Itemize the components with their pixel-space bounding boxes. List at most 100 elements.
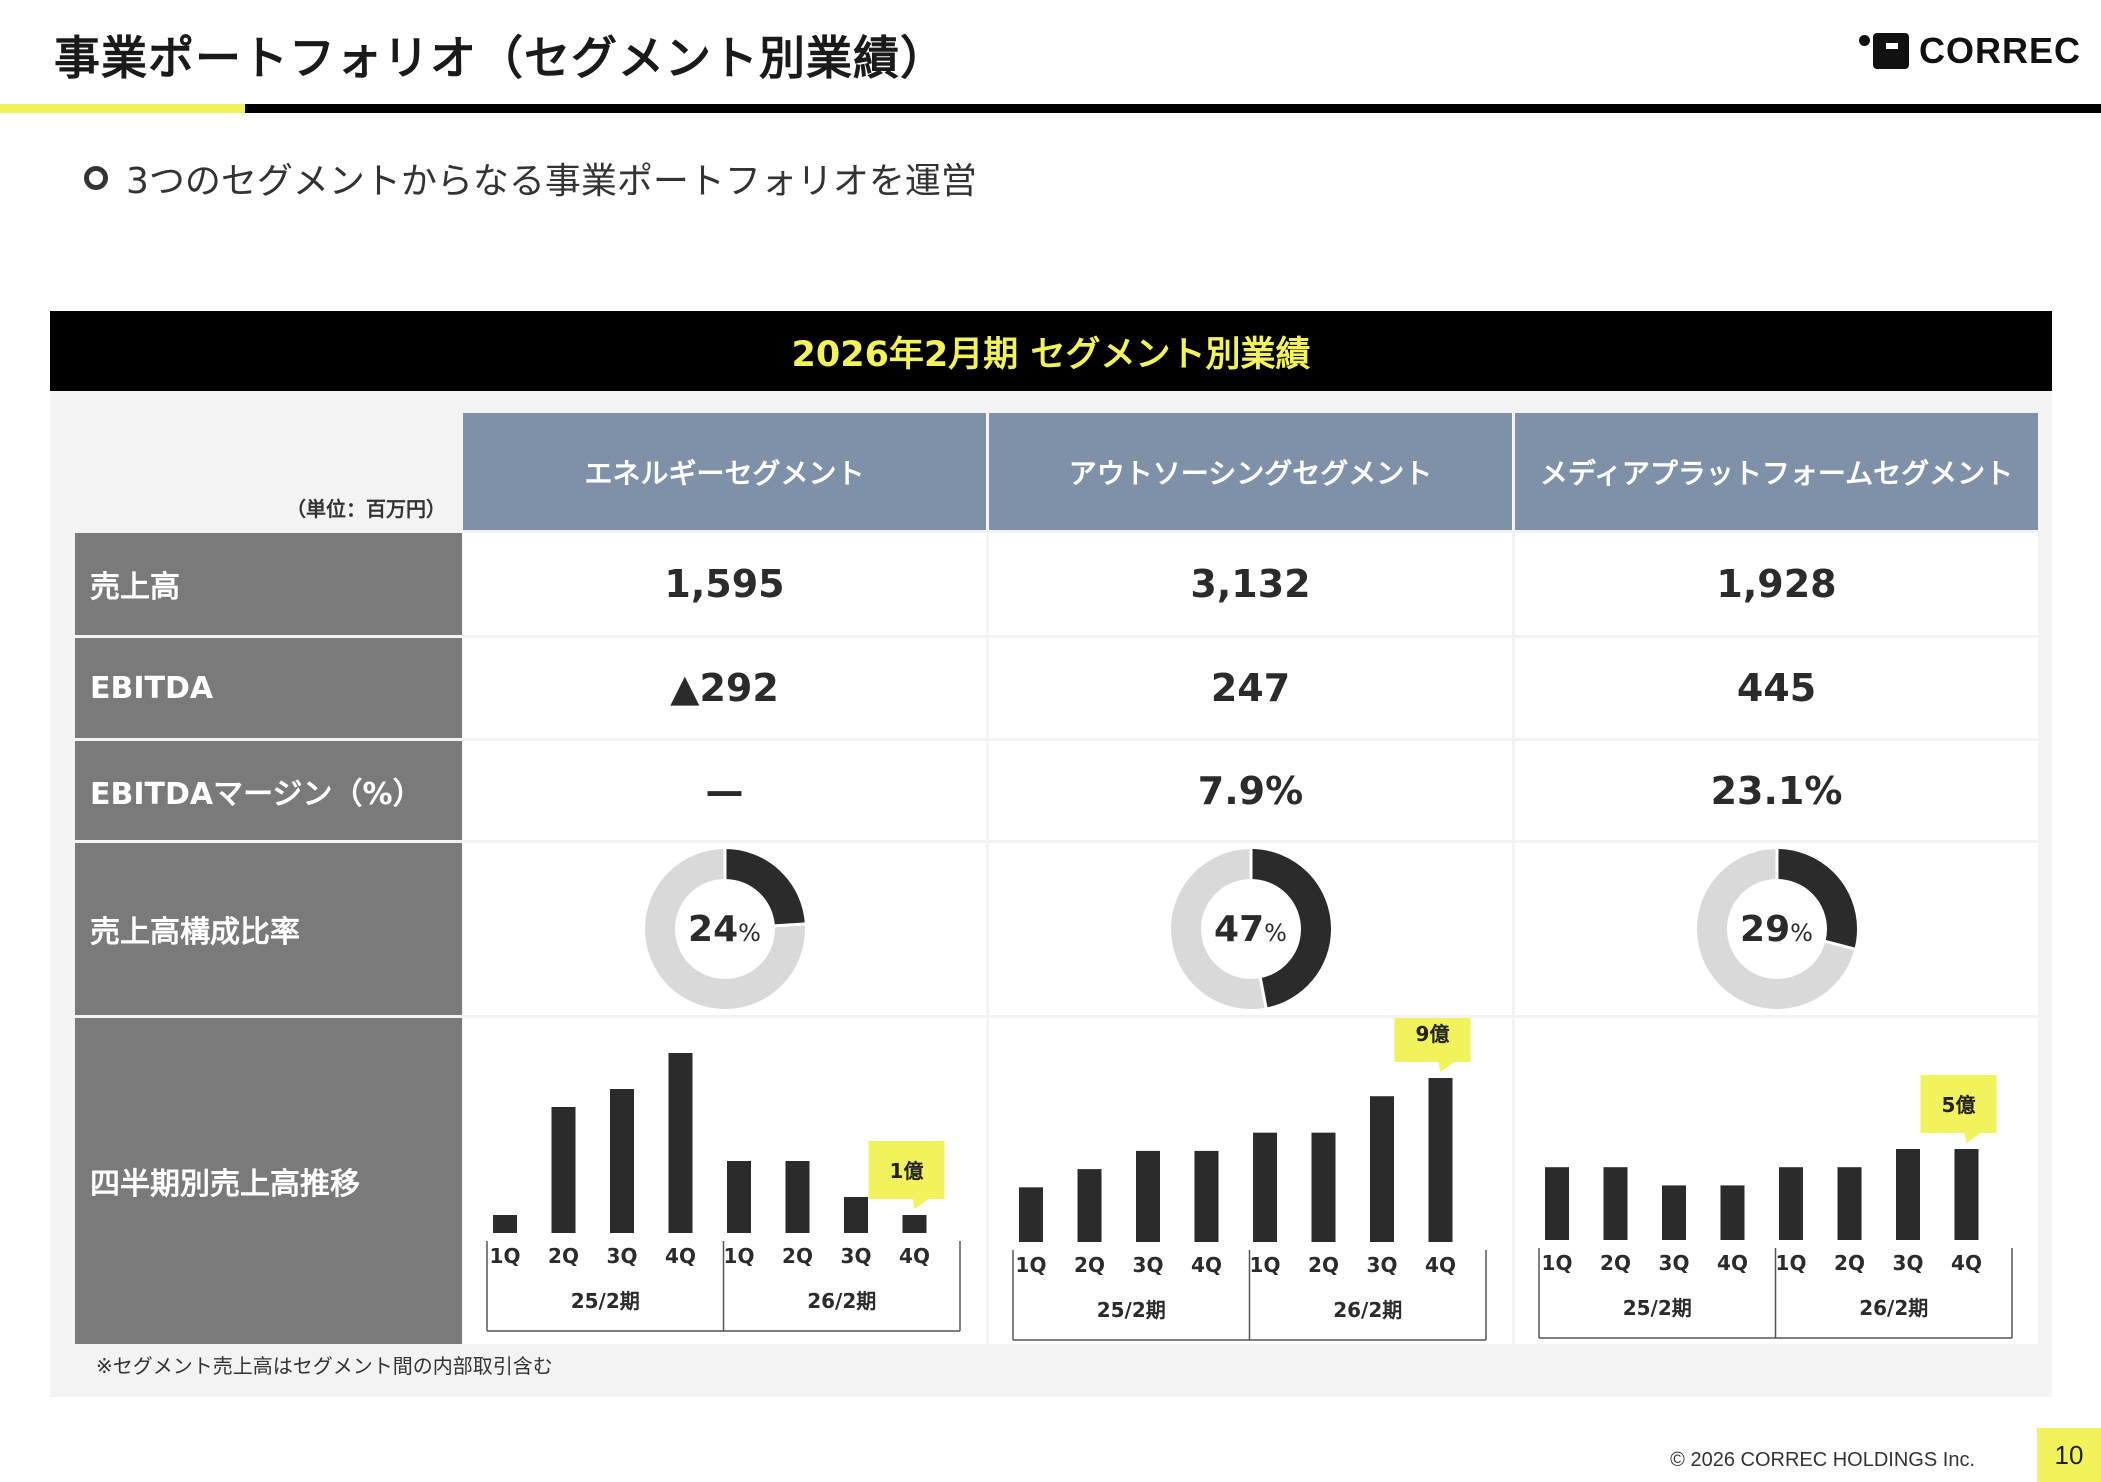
donut-chart: 24% xyxy=(640,844,810,1014)
row-label-quarterly-sales: 四半期別売上高推移 xyxy=(75,1018,462,1344)
ebitda-margin-media-platform: 23.1% xyxy=(1515,741,2038,840)
bar xyxy=(1837,1167,1862,1240)
donut-value: 29 xyxy=(1740,908,1791,950)
table-banner-title: 2026年2月期 セグメント別業績 xyxy=(791,334,1311,375)
sales-outsourcing: 3,132 xyxy=(989,533,1512,635)
ebitda-outsourcing: 247 xyxy=(989,638,1512,738)
quarterly-chart-media-platform: 1Q 2Q 3Q 4Q 1Q 2Q 3Q 4Q 25/2期 26/2期 5億 xyxy=(1515,1018,2038,1344)
tick-label: 1Q xyxy=(1016,1253,1047,1277)
annotation-label: 1億 xyxy=(890,1159,924,1183)
row-label-sales-composition: 売上高構成比率 xyxy=(75,843,462,1015)
title-rule-accent xyxy=(0,104,245,113)
ebitda-media-platform: 445 xyxy=(1515,638,2038,738)
row-label-ebitda-margin: EBITDAマージン（%） xyxy=(75,741,462,840)
column-header-outsourcing: アウトソーシングセグメント xyxy=(989,413,1512,530)
lead-text: 3つのセグメントからなる事業ポートフォリオを運営 xyxy=(126,161,977,202)
bar xyxy=(1194,1150,1219,1242)
bar xyxy=(493,1215,517,1233)
bar xyxy=(1428,1078,1453,1242)
quarterly-chart-outsourcing: 1Q 2Q 3Q 4Q 1Q 2Q 3Q 4Q 25/2期 26/2期 9億 xyxy=(989,1018,1512,1344)
group-label: 26/2期 xyxy=(1859,1296,1928,1320)
page-number: 10 xyxy=(2037,1428,2101,1482)
sales-energy: 1,595 xyxy=(463,533,986,635)
donut-separator xyxy=(1823,939,1856,951)
quarterly-chart-energy: 1Q 2Q 3Q 4Q 1Q 2Q 3Q 4Q 25/2期 26/2期 1億 xyxy=(463,1018,986,1344)
tick-label: 3Q xyxy=(841,1244,872,1268)
row-label-sales: 売上高 xyxy=(75,533,462,635)
bar xyxy=(1077,1169,1102,1242)
composition-cell-outsourcing: 47% xyxy=(989,843,1512,1015)
annotation-callout xyxy=(1394,1018,1471,1072)
group-label: 25/2期 xyxy=(1623,1296,1692,1320)
row-label-ebitda: EBITDA xyxy=(75,638,462,738)
bullet-icon xyxy=(84,166,108,190)
bar xyxy=(1311,1132,1336,1242)
donut-value: 47 xyxy=(1214,908,1265,950)
bar xyxy=(902,1215,927,1233)
column-header-media-platform: メディアプラットフォームセグメント xyxy=(1515,413,2038,530)
sales-media-platform: 1,928 xyxy=(1515,533,2038,635)
tick-label: 1Q xyxy=(490,1244,521,1268)
tick-label: 2Q xyxy=(1834,1251,1865,1275)
company-logo: CORREC xyxy=(1858,30,2081,72)
tick-label: 4Q xyxy=(1951,1251,1982,1275)
tick-label: 3Q xyxy=(1367,1253,1398,1277)
donut-unit: % xyxy=(738,919,761,947)
tick-label: 3Q xyxy=(607,1244,638,1268)
group-label: 26/2期 xyxy=(807,1289,876,1313)
donut-value: 24 xyxy=(688,908,739,950)
bar xyxy=(1253,1132,1277,1242)
tick-label: 4Q xyxy=(1717,1251,1748,1275)
bar xyxy=(727,1161,751,1233)
bar xyxy=(1545,1167,1569,1240)
column-header-energy: エネルギーセグメント xyxy=(463,413,986,530)
tick-label: 4Q xyxy=(1191,1253,1222,1277)
bar xyxy=(1019,1187,1043,1242)
bar xyxy=(785,1161,810,1233)
tick-label: 2Q xyxy=(1600,1251,1631,1275)
ebitda-energy: ▲292 xyxy=(463,638,986,738)
bar xyxy=(1954,1149,1979,1240)
donut-unit: % xyxy=(1264,919,1287,947)
group-label: 25/2期 xyxy=(1097,1298,1166,1322)
group-label: 26/2期 xyxy=(1333,1298,1402,1322)
tick-label: 1Q xyxy=(724,1244,755,1268)
tick-label: 1Q xyxy=(1250,1253,1281,1277)
annotation-label: 9億 xyxy=(1416,1022,1450,1046)
tick-label: 3Q xyxy=(1133,1253,1164,1277)
tick-label: 1Q xyxy=(1776,1251,1807,1275)
annotation-callout xyxy=(1920,1075,1997,1143)
bar xyxy=(1896,1149,1920,1240)
bar xyxy=(1603,1167,1628,1240)
page-title: 事業ポートフォリオ（セグメント別業績） xyxy=(54,31,947,85)
donut-separator xyxy=(1258,976,1268,1009)
annotation-label: 5億 xyxy=(1942,1093,1976,1117)
bar xyxy=(1370,1096,1394,1242)
ebitda-margin-energy: — xyxy=(463,741,986,840)
tick-label: 2Q xyxy=(1308,1253,1339,1277)
table-banner: 2026年2月期 セグメント別業績 xyxy=(50,311,2052,391)
tick-label: 1Q xyxy=(1542,1251,1573,1275)
bar xyxy=(668,1053,693,1233)
tick-label: 3Q xyxy=(1893,1251,1924,1275)
tick-label: 4Q xyxy=(1425,1253,1456,1277)
tick-label: 2Q xyxy=(1074,1253,1105,1277)
tick-label: 4Q xyxy=(899,1244,930,1268)
logo-icon xyxy=(1858,33,1909,69)
tick-label: 2Q xyxy=(782,1244,813,1268)
tick-label: 2Q xyxy=(548,1244,579,1268)
composition-cell-media-platform: 29% xyxy=(1515,843,2038,1015)
annotation-callout xyxy=(868,1141,945,1209)
donut-unit: % xyxy=(1790,919,1813,947)
bar xyxy=(551,1107,576,1233)
composition-cell-energy: 24% xyxy=(463,843,986,1015)
bar xyxy=(1662,1185,1686,1240)
bar xyxy=(844,1197,868,1233)
unit-label: （単位：百万円） xyxy=(286,497,446,521)
tick-label: 3Q xyxy=(1659,1251,1690,1275)
logo-text: CORREC xyxy=(1918,30,2081,71)
title-rule xyxy=(0,104,2101,113)
bar xyxy=(1136,1150,1160,1242)
group-label: 25/2期 xyxy=(571,1289,640,1313)
donut-chart: 47% xyxy=(1166,844,1336,1014)
